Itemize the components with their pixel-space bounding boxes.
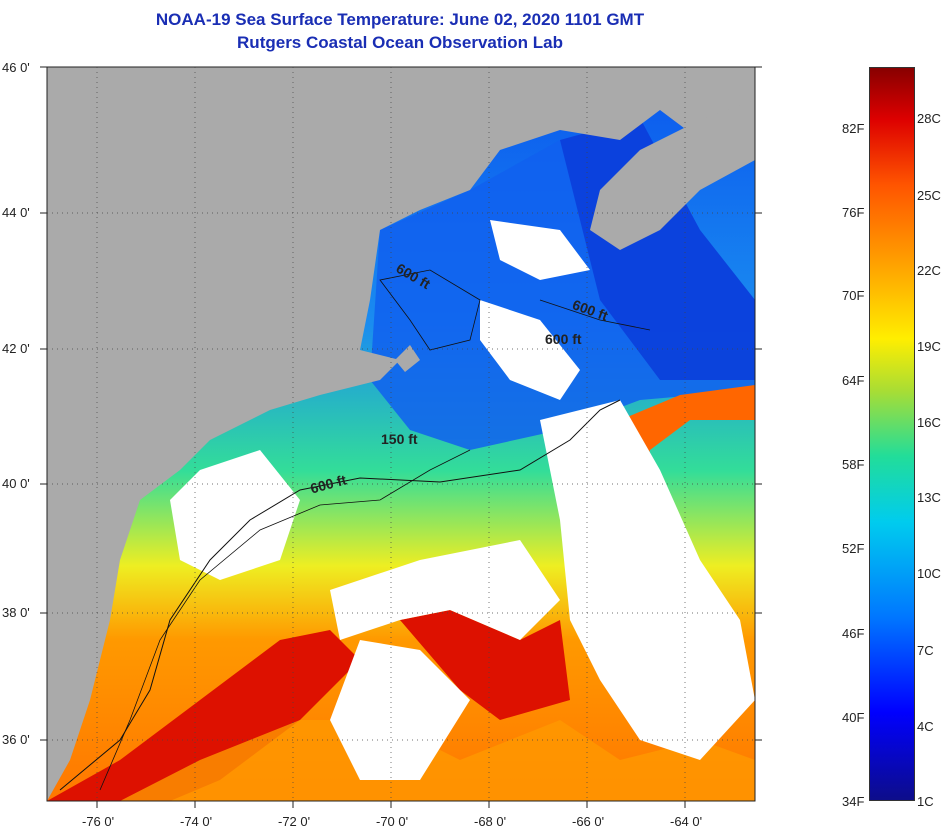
lat-label: 38 0' bbox=[2, 605, 30, 620]
colorbar-c-label: 1C bbox=[917, 794, 934, 809]
lat-label: 42 0' bbox=[2, 341, 30, 356]
lon-label: -74 0' bbox=[180, 814, 213, 829]
colorbar-c-label: 19C bbox=[917, 339, 941, 354]
600ft-contour bbox=[59, 399, 621, 791]
colorbar-f-label: 58F bbox=[842, 457, 865, 472]
contour-label: 150 ft bbox=[381, 431, 418, 447]
colorbar-c-label: 13C bbox=[917, 490, 941, 505]
colorbar-f-label: 46F bbox=[842, 626, 865, 641]
map-title: NOAA-19 Sea Surface Temperature: June 02… bbox=[155, 10, 645, 29]
land-mass bbox=[47, 67, 755, 801]
cloud-cover bbox=[170, 450, 300, 580]
lon-label: -70 0' bbox=[376, 814, 409, 829]
colorbar-c-label: 28C bbox=[917, 111, 941, 126]
colorbar-f-label: 70F bbox=[842, 288, 865, 303]
colorbar-c-label: 16C bbox=[917, 415, 941, 430]
gulf-stream bbox=[47, 630, 360, 801]
axis-ticks bbox=[40, 66, 762, 808]
colorbar-f-label: 40F bbox=[842, 710, 865, 725]
map-frame bbox=[46, 66, 756, 802]
lon-label: -64 0' bbox=[670, 814, 703, 829]
colorbar-f-label: 52F bbox=[842, 541, 865, 556]
lat-label: 44 0' bbox=[2, 205, 30, 220]
map-subtitle: Rutgers Coastal Ocean Observation Lab bbox=[237, 33, 563, 52]
temperature-colorbar bbox=[869, 67, 915, 801]
colorbar-c-label: 10C bbox=[917, 566, 941, 581]
colorbar-f-label: 34F bbox=[842, 794, 865, 809]
lat-label: 40 0' bbox=[2, 476, 30, 491]
lat-label: 46 0' bbox=[2, 60, 30, 75]
colorbar-c-label: 22C bbox=[917, 263, 941, 278]
lat-label: 36 0' bbox=[2, 732, 30, 747]
lon-label: -72 0' bbox=[278, 814, 311, 829]
contour-label: 600 ft bbox=[545, 331, 582, 347]
lon-label: -76 0' bbox=[82, 814, 115, 829]
colorbar-f-label: 82F bbox=[842, 121, 865, 136]
colorbar-f-label: 76F bbox=[842, 205, 865, 220]
colorbar-f-label: 64F bbox=[842, 373, 865, 388]
lon-label: -66 0' bbox=[572, 814, 605, 829]
colorbar-c-label: 25C bbox=[917, 188, 941, 203]
lon-label: -68 0' bbox=[474, 814, 507, 829]
colorbar-c-label: 7C bbox=[917, 643, 934, 658]
colorbar-c-label: 4C bbox=[917, 719, 934, 734]
graticule bbox=[47, 67, 755, 801]
